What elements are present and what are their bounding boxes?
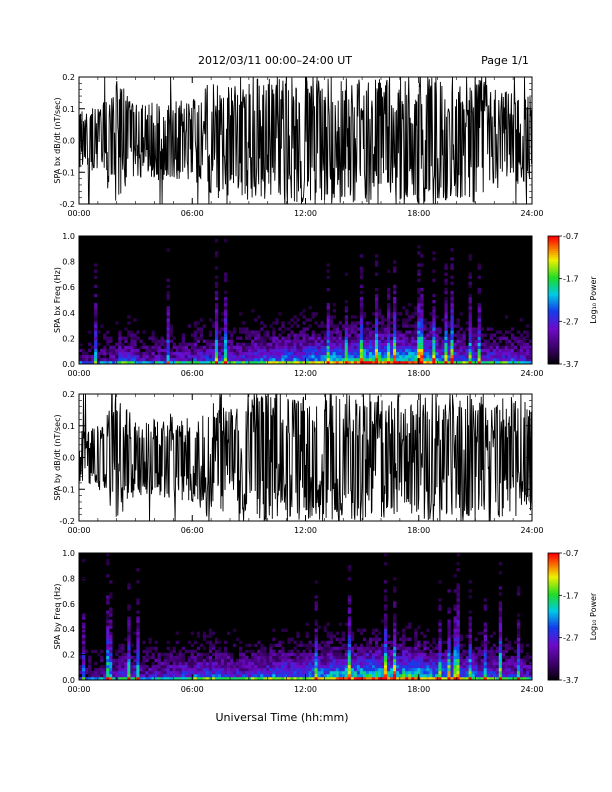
y-tick-label: -0.1 xyxy=(59,485,75,494)
x-tick-label: 00:00 xyxy=(67,526,90,535)
x-tick-label: 24:00 xyxy=(520,685,543,694)
waveform-panel-1: -0.2 -0.1 0.0 0.1 0.2 SPA bx dB/dt (nT/sec) 00… xyxy=(53,73,544,218)
y-axis-label: SPA bx dB/dt (nT/sec) xyxy=(53,97,62,183)
y-tick-label: 0.8 xyxy=(62,258,75,267)
waveform-panel-3: -0.2 -0.1 0.0 0.1 0.2 SPA by dB/dt (nT/sec) 00… xyxy=(53,390,544,535)
figure-title: 2012/03/11 00:00–24:00 UT xyxy=(198,54,352,67)
colorbar-tick-label: -1.7 xyxy=(563,591,579,600)
y-tick-label: 0.4 xyxy=(62,309,75,318)
y-tick-label: -0.2 xyxy=(59,200,75,209)
y-axis-label: SPA bx Freq (Hz) xyxy=(53,267,62,333)
x-tick-label: 12:00 xyxy=(294,526,317,535)
x-tick-label: 18:00 xyxy=(407,685,430,694)
y-tick-label: 0.1 xyxy=(62,105,75,114)
y-tick-label: 0.0 xyxy=(62,676,75,685)
x-tick-label: 12:00 xyxy=(294,209,317,218)
x-tick-label: 00:00 xyxy=(67,685,90,694)
x-tick-label: 24:00 xyxy=(520,526,543,535)
x-tick-label: 12:00 xyxy=(294,369,317,378)
y-axis-label: SPA by Freq (Hz) xyxy=(53,584,62,650)
x-tick-label: 18:00 xyxy=(407,526,430,535)
colorbar-tick-label: -2.7 xyxy=(563,317,579,326)
spectrogram-panel-4: 0.0 0.2 0.4 0.6 0.8 1.0 SPA by Freq (Hz) 00:00 0… xyxy=(53,549,598,694)
y-tick-label: 0.0 xyxy=(62,137,75,146)
colorbar-tick-label: -3.7 xyxy=(563,676,579,685)
colorbar: -0.7 -1.7 -2.7 -3.7 Log₁₀ Power xyxy=(547,232,598,369)
spectrogram-panel-2: 0.0 0.2 0.4 0.6 0.8 1.0 SPA bx Freq (Hz) 00:00 0… xyxy=(53,232,598,378)
time-axis-label: Universal Time (hh:mm) xyxy=(216,711,349,724)
y-tick-label: 0.2 xyxy=(62,390,75,399)
colorbar-tick-label: -3.7 xyxy=(563,360,579,369)
colorbar-label: Log₁₀ Power xyxy=(589,276,598,324)
y-axis-label: SPA by dB/dt (nT/sec) xyxy=(53,414,62,500)
series-line xyxy=(79,77,532,204)
y-tick-label: 1.0 xyxy=(62,232,75,241)
x-tick-label: 24:00 xyxy=(520,369,543,378)
y-tick-label: 0.2 xyxy=(62,651,75,660)
x-tick-label: 00:00 xyxy=(67,369,90,378)
x-tick-label: 12:00 xyxy=(294,685,317,694)
colorbar-label: Log₁₀ Power xyxy=(589,592,598,640)
y-tick-label: 0.4 xyxy=(62,625,75,634)
x-tick-label: 00:00 xyxy=(67,209,90,218)
x-tick-label: 06:00 xyxy=(181,526,204,535)
series-line xyxy=(79,394,532,521)
x-tick-label: 24:00 xyxy=(520,209,543,218)
colorbar-tick-label: -0.7 xyxy=(563,549,579,558)
y-tick-label: 1.0 xyxy=(62,549,75,558)
y-tick-label: 0.2 xyxy=(62,73,75,82)
y-tick-label: 0.6 xyxy=(62,600,75,609)
panels: -0.2 -0.1 0.0 0.1 0.2 SPA bx dB/dt (nT/sec) 00… xyxy=(53,73,598,694)
colorbar-tick-label: -0.7 xyxy=(563,232,579,241)
y-tick-label: 0.8 xyxy=(62,574,75,583)
colorbar: -0.7 -1.7 -2.7 -3.7 Log₁₀ Power xyxy=(547,549,598,685)
y-tick-label: 0.2 xyxy=(62,334,75,343)
x-tick-label: 06:00 xyxy=(181,369,204,378)
y-tick-label: 0.0 xyxy=(62,360,75,369)
y-tick-label: 0.0 xyxy=(62,454,75,463)
y-tick-label: 0.1 xyxy=(62,422,75,431)
colorbar-tick-label: -1.7 xyxy=(563,275,579,284)
page-indicator: Page 1/1 xyxy=(481,54,529,67)
y-tick-label: 0.6 xyxy=(62,283,75,292)
x-tick-label: 18:00 xyxy=(407,369,430,378)
x-tick-label: 06:00 xyxy=(181,209,204,218)
colorbar-tick-label: -2.7 xyxy=(563,634,579,643)
y-tick-label: -0.2 xyxy=(59,517,75,526)
x-tick-label: 06:00 xyxy=(181,685,204,694)
x-tick-label: 18:00 xyxy=(407,209,430,218)
y-tick-label: -0.1 xyxy=(59,168,75,177)
